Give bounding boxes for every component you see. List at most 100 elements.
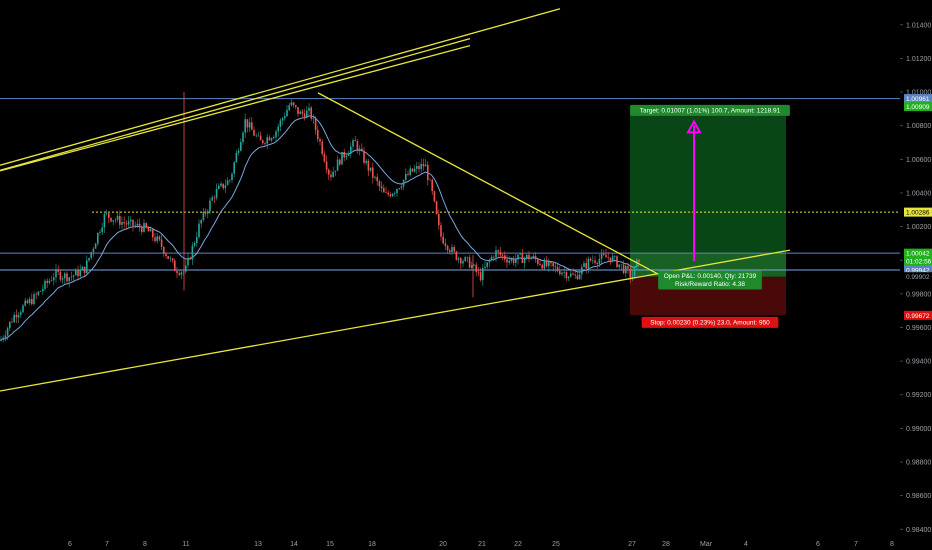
candle-body-272	[598, 258, 601, 264]
candle-body-220	[484, 266, 486, 268]
candle-body-280	[616, 256, 618, 268]
x-tick-label-10: 22	[514, 541, 522, 548]
candle-body-63	[138, 223, 141, 228]
candle-body-48	[105, 213, 108, 215]
x-tick-label-0: 6	[68, 541, 72, 548]
candle-body-87	[191, 245, 194, 260]
x-tick-label-2: 8	[143, 541, 147, 548]
price-tag-bg-6	[904, 272, 932, 282]
candle-body-54	[119, 216, 121, 225]
candle-body-44	[97, 232, 99, 244]
x-tick-label-12: 27	[628, 541, 636, 548]
candle-body-287	[631, 276, 634, 278]
x-axis[interactable]: 6 7 8 11 13 14 15 18 20 21 22 25 27 28 Mar 4 6 7 8	[0, 538, 900, 550]
candle-body-24	[53, 277, 55, 281]
candle-body-5	[11, 321, 13, 323]
candle-body-267	[587, 258, 590, 269]
trendline-1	[0, 37, 471, 171]
trendline-parallel	[0, 44, 471, 172]
y-tick-label-9: 0.99600	[906, 325, 931, 332]
candle-body-45	[99, 232, 101, 233]
candle-body-225	[495, 250, 497, 258]
candle-body-189	[416, 166, 418, 169]
candle-body-30	[66, 273, 68, 282]
ma-line	[0, 115, 640, 340]
x-tick-label-16: 6	[816, 541, 820, 548]
candle-body-282	[620, 264, 623, 266]
candle-body-102	[224, 185, 227, 189]
candle-body-216	[475, 264, 477, 272]
candle-body-247	[543, 260, 546, 269]
candle-body-47	[103, 214, 106, 228]
candle-body-261	[574, 274, 576, 276]
candle-body-7	[15, 314, 18, 318]
candle-body-94	[207, 211, 209, 214]
price-tag-text-7: 0.99672	[906, 313, 930, 320]
candle-body-172	[378, 181, 381, 187]
candle-body-199	[438, 214, 440, 226]
candle-body-20	[44, 280, 46, 289]
target-arrow[interactable]	[686, 119, 702, 262]
y-tick-label-0: 1.01400	[906, 22, 931, 29]
candle-body-274	[603, 253, 605, 255]
y-tick-label-13: 0.98800	[906, 460, 931, 467]
candle-body-19	[42, 288, 44, 292]
candle-body-89	[196, 237, 198, 244]
candle-body-153	[336, 159, 339, 171]
candle-body-141	[310, 107, 312, 119]
candle-body-285	[627, 265, 629, 269]
candle-body-212	[466, 257, 469, 258]
candle-body-178	[391, 193, 394, 197]
candle-body-99	[218, 185, 220, 189]
candle-body-271	[596, 263, 598, 264]
candle-body-169	[372, 167, 374, 178]
candle-body-142	[312, 118, 315, 120]
candle-body-92	[202, 211, 205, 220]
x-tick-label-9: 21	[478, 541, 486, 548]
candle-body-183	[402, 179, 405, 187]
candle-body-21	[46, 280, 48, 283]
candle-body-251	[552, 263, 554, 267]
candle-body-201	[442, 236, 444, 244]
candle-body-33	[72, 275, 75, 277]
candle-body-28	[61, 278, 64, 280]
candle-body-36	[79, 269, 81, 277]
candle-body-76	[167, 255, 169, 259]
candle-body-112	[246, 119, 249, 128]
y-tick-label-14: 0.98600	[906, 493, 931, 500]
candle-body-245	[539, 263, 541, 265]
price-tag-bg-2	[904, 207, 932, 217]
candle-body-262	[576, 275, 579, 280]
candle-body-79	[174, 260, 176, 272]
candle-body-52	[114, 219, 117, 221]
candle-body-71	[156, 236, 158, 242]
candle-body-194	[427, 164, 429, 180]
candle-body-126	[277, 126, 279, 132]
moving-average	[0, 115, 640, 340]
y-tick-label-4: 1.00600	[906, 157, 931, 164]
candle-body-27	[59, 271, 62, 280]
candle-body-122	[268, 137, 271, 141]
x-tick-label-3: 11	[182, 541, 189, 548]
candle-body-241	[530, 257, 532, 260]
candle-body-53	[116, 216, 119, 220]
trendlines[interactable]	[0, 8, 791, 392]
candle-body-119	[262, 140, 264, 144]
open-pl-label-bg	[658, 270, 762, 290]
candle-body-14	[31, 298, 33, 305]
price-tag-bg-7	[904, 310, 932, 320]
candle-body-278	[611, 256, 614, 262]
candle-body-31	[68, 277, 70, 282]
candle-body-279	[614, 256, 616, 257]
candle-body-147	[323, 154, 326, 162]
candle-body-145	[319, 139, 321, 142]
candle-body-101	[222, 183, 224, 189]
profit-zone	[630, 107, 786, 277]
price-tag-bg-5	[904, 265, 932, 275]
candle-body-157	[345, 155, 348, 158]
price-tag-text-4: 01:02:56	[906, 259, 932, 266]
candle-body-68	[149, 229, 152, 232]
candle-body-116	[255, 135, 257, 137]
candle-body-252	[554, 266, 557, 267]
